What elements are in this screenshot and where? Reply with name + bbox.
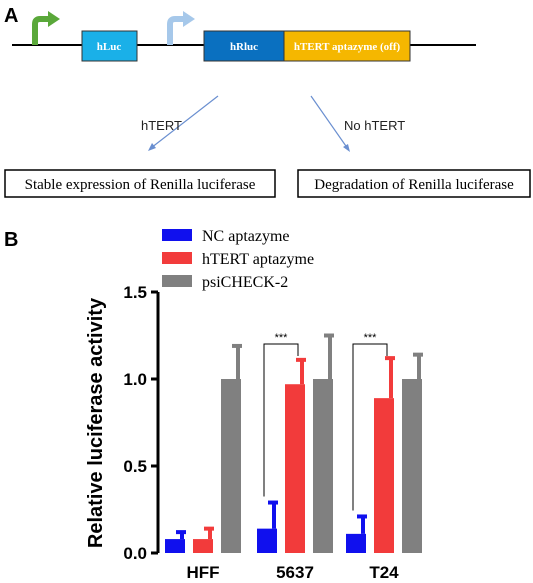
outcome-label-stable: Stable expression of Renilla luciferase: [25, 177, 256, 193]
outcome-label-degradation: Degradation of Renilla luciferase: [314, 177, 514, 193]
promoter-arrow-icon-1: [32, 11, 60, 45]
promoter-arrow-icon-2: [167, 11, 195, 45]
y-tick-label: 1.0: [123, 370, 147, 389]
bar-5637-2: [313, 379, 333, 553]
branch-arrow-left: [148, 95, 219, 151]
legend-swatch-htert-aptazyme: [162, 252, 192, 264]
chart-plot-area: 0.0 0.5 1.0 1.5 HFF 5637 T24 *** ***: [123, 283, 423, 582]
legend-swatch-psicheck-2: [162, 275, 192, 287]
legend-label-htert-aptazyme: hTERT aptazyme: [202, 251, 314, 268]
legend-swatch-nc-aptazyme: [162, 229, 192, 241]
legend-label-nc-aptazyme: NC aptazyme: [202, 228, 290, 245]
branch-arrow-right: [310, 95, 350, 152]
hrluc-gene-box: [203, 30, 285, 62]
panel-a-letter: A: [4, 5, 18, 27]
bar-5637-0: [257, 528, 277, 553]
outcome-box-stable: [4, 169, 276, 198]
y-tick-label: 1.5: [123, 283, 147, 302]
hluc-gene-box: [81, 30, 138, 62]
significance-label: ***: [275, 332, 289, 344]
bar-HFF-0: [165, 539, 185, 553]
legend-label-psicheck-2: psiCHECK-2: [202, 274, 288, 291]
bar-5637-1: [285, 384, 305, 553]
htert-aptazyme-gene-label: hTERT aptazyme (off): [294, 41, 401, 53]
outcome-box-degradation: [297, 169, 531, 198]
panel-b-letter: B: [4, 229, 18, 251]
htert-aptazyme-gene-box: [283, 30, 411, 62]
bar-T24-0: [346, 533, 366, 553]
bar-HFF-1: [193, 539, 213, 553]
hrluc-gene-label: hRluc: [230, 41, 258, 53]
condition-label-htert: hTERT: [141, 118, 182, 133]
significance-label: ***: [364, 332, 378, 344]
chart-legend: NC aptazyme hTERT aptazyme psiCHECK-2: [162, 228, 314, 291]
bar-T24-2: [402, 379, 422, 553]
hluc-gene-label: hLuc: [97, 41, 122, 53]
x-category-label: T24: [369, 563, 399, 582]
y-tick-label: 0.5: [123, 457, 147, 476]
bar-T24-1: [374, 398, 394, 553]
x-category-label: 5637: [276, 563, 314, 582]
x-category-label: HFF: [186, 563, 219, 582]
significance-bracket: [352, 343, 388, 511]
significance-bracket: [263, 343, 299, 497]
y-axis-label: Relative luciferase activity: [85, 297, 107, 548]
condition-label-no-htert: No hTERT: [344, 118, 405, 133]
bar-HFF-2: [221, 379, 241, 553]
y-tick-label: 0.0: [123, 544, 147, 563]
